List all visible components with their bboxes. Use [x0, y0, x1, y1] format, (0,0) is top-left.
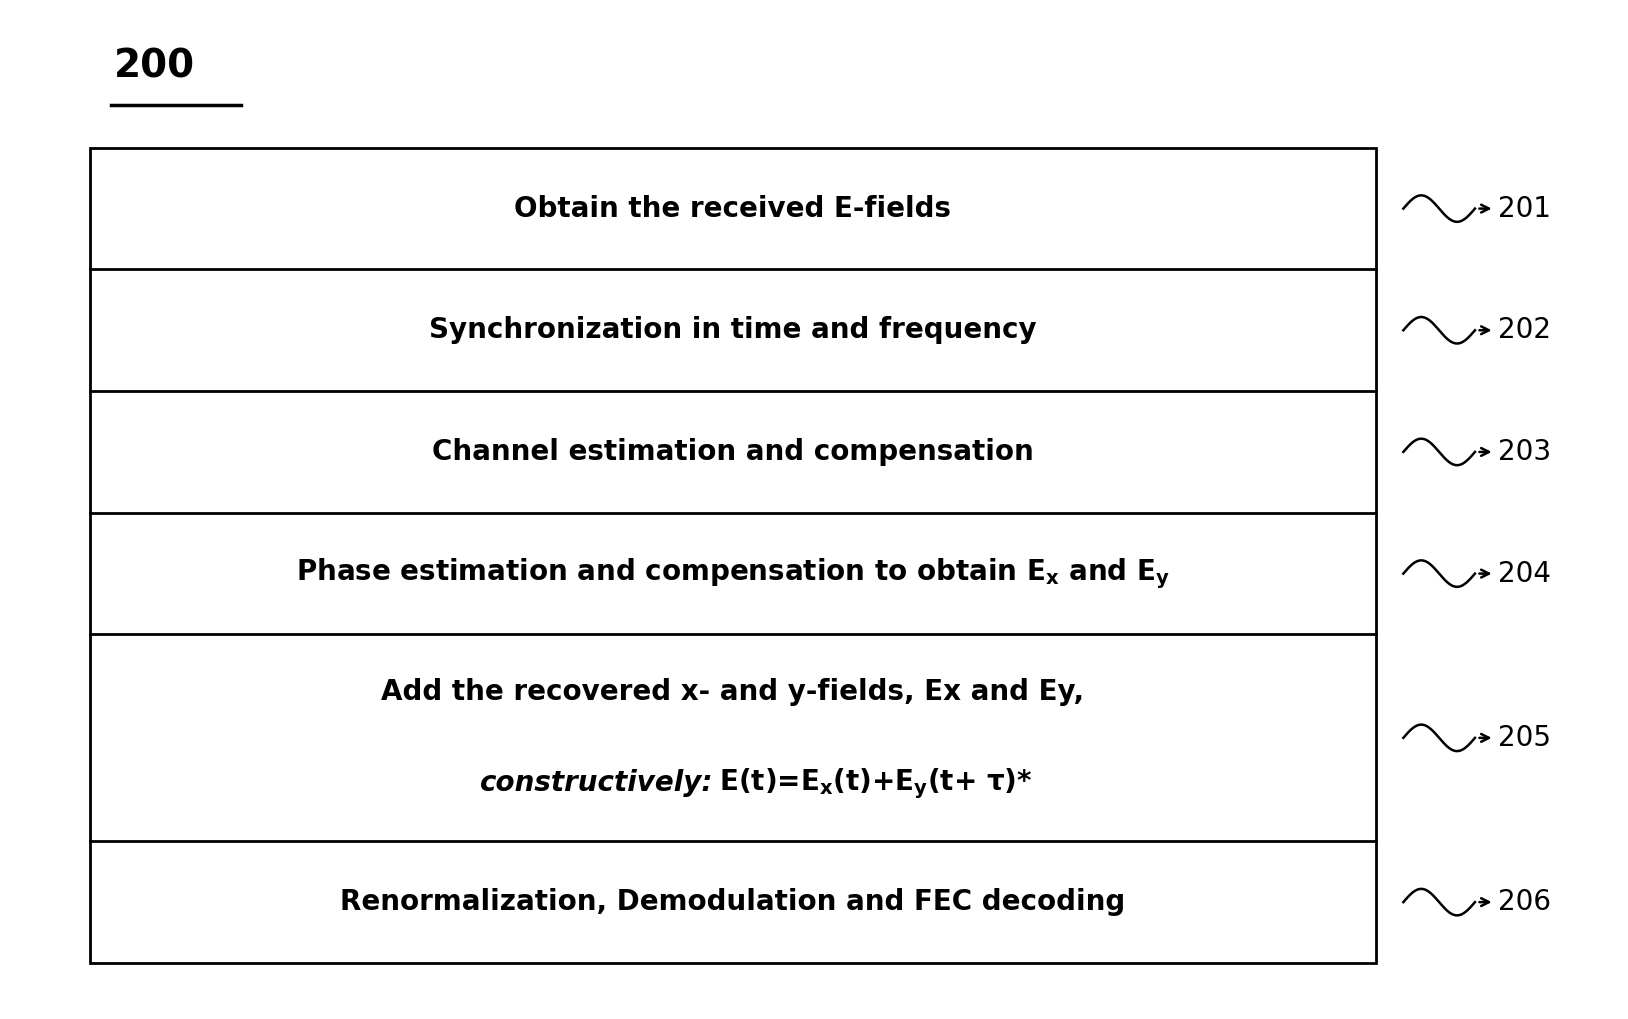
Text: 201: 201: [1498, 195, 1551, 222]
Text: 202: 202: [1498, 316, 1551, 344]
Text: Phase estimation and compensation to obtain E$\mathbf{_x}$ and E$\mathbf{_y}$: Phase estimation and compensation to obt…: [296, 556, 1169, 591]
Text: Renormalization, Demodulation and FEC decoding: Renormalization, Demodulation and FEC de…: [340, 889, 1125, 916]
Text: 206: 206: [1498, 889, 1551, 916]
Text: 203: 203: [1498, 438, 1551, 466]
Bar: [90, 148, 1376, 963]
Text: constructively:: constructively:: [480, 769, 713, 798]
Text: 205: 205: [1498, 723, 1551, 752]
Text: 200: 200: [114, 47, 195, 86]
Text: Synchronization in time and frequency: Synchronization in time and frequency: [428, 316, 1037, 344]
Text: Add the recovered x- and y-fields, Ex and Ey,: Add the recovered x- and y-fields, Ex an…: [381, 679, 1084, 706]
Text: 204: 204: [1498, 559, 1551, 588]
Text: Obtain the received E-fields: Obtain the received E-fields: [514, 195, 951, 222]
Text: Channel estimation and compensation: Channel estimation and compensation: [431, 438, 1034, 466]
Text: E(t)=E$\mathbf{_x}$(t)+E$\mathbf{_y}$(t+ τ)*: E(t)=E$\mathbf{_x}$(t)+E$\mathbf{_y}$(t+…: [700, 766, 1032, 801]
